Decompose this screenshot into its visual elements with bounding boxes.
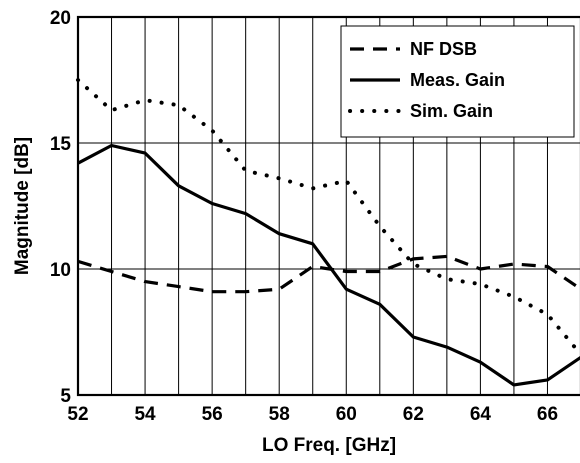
y-tick-label: 5 bbox=[60, 386, 71, 407]
x-tick-label: 56 bbox=[202, 404, 223, 425]
tick-labels: 52 54 56 58 60 62 64 66 5 10 15 20 bbox=[50, 8, 558, 425]
x-tick-label: 66 bbox=[537, 404, 558, 425]
x-tick-label: 54 bbox=[134, 404, 156, 425]
legend-label-meas-gain: Meas. Gain bbox=[410, 70, 505, 90]
series-line-meas-gain bbox=[77, 143, 580, 387]
x-tick-label: 64 bbox=[470, 404, 492, 425]
plot-frame bbox=[76, 15, 580, 397]
x-tick-label: 60 bbox=[336, 404, 357, 425]
y-tick-label: 10 bbox=[50, 260, 71, 281]
x-axis-title: LO Freq. [GHz] bbox=[262, 435, 396, 456]
legend-label-sim-gain: Sim. Gain bbox=[410, 101, 493, 121]
x-tick-label: 62 bbox=[403, 404, 424, 425]
series-line-sim-gain bbox=[76, 78, 580, 357]
y-axis-title: Magnitude [dB] bbox=[12, 137, 33, 275]
legend: NF DSB Meas. Gain Sim. Gain bbox=[340, 25, 575, 138]
x-tick-label: 58 bbox=[269, 404, 290, 425]
legend-label-nf-dsb: NF DSB bbox=[410, 39, 477, 59]
y-tick-label: 20 bbox=[50, 8, 71, 29]
series-line-nf-dsb bbox=[77, 254, 580, 294]
x-tick-label: 52 bbox=[67, 404, 88, 425]
y-tick-label: 15 bbox=[50, 134, 72, 155]
series-lines bbox=[76, 78, 580, 387]
